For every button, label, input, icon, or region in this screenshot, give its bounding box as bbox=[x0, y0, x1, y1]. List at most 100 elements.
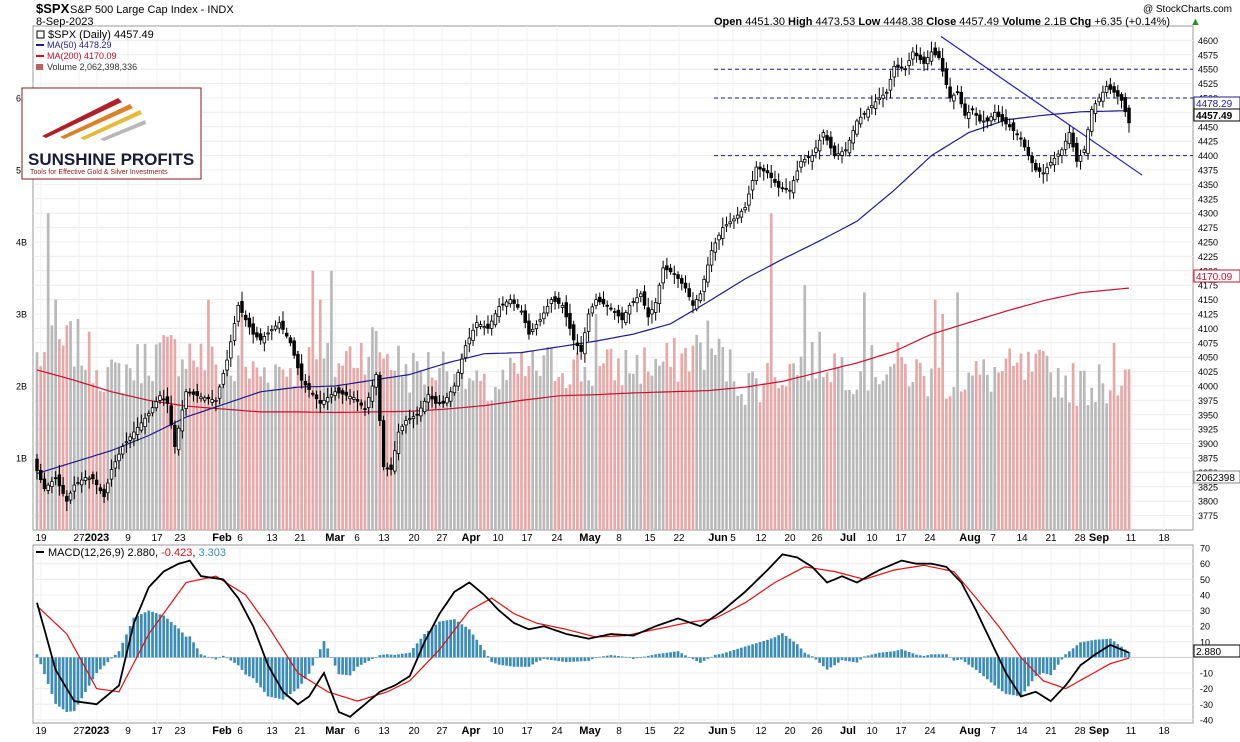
ohlc-readout: Open 4451.30 High 4473.53 Low 4448.38 Cl… bbox=[714, 16, 1170, 28]
price-tick-label: 4125 bbox=[1198, 310, 1218, 320]
candle-up bbox=[489, 320, 494, 329]
price-tick-label: 4025 bbox=[1198, 367, 1218, 377]
volume-bar bbox=[497, 389, 501, 530]
candle-up bbox=[929, 51, 934, 62]
volume-bar bbox=[810, 342, 814, 530]
candle-down bbox=[959, 91, 964, 105]
candle-up bbox=[1063, 140, 1068, 150]
macd-histogram-bar bbox=[516, 657, 520, 667]
volume-bar bbox=[587, 380, 590, 530]
volume-bar bbox=[740, 394, 743, 530]
volume-bar bbox=[43, 352, 46, 530]
macd-histogram-bar bbox=[844, 657, 848, 661]
candle-up bbox=[1048, 162, 1053, 166]
volume-bar bbox=[404, 364, 408, 530]
x-tick-label: 20 bbox=[408, 726, 420, 737]
candle-up bbox=[419, 407, 423, 417]
x-tick-label: 14 bbox=[1016, 533, 1028, 544]
macd-histogram-bar bbox=[896, 650, 900, 658]
volume-bar bbox=[192, 360, 195, 530]
macd-histogram-bar bbox=[598, 656, 602, 658]
macd-histogram-bar bbox=[892, 651, 896, 658]
macd-histogram-bar bbox=[356, 657, 359, 667]
candle-up bbox=[799, 160, 803, 168]
candle-down bbox=[568, 313, 572, 329]
volume-bar bbox=[1094, 401, 1097, 530]
volume-bar bbox=[926, 396, 930, 530]
badge-close: 4457.49 bbox=[1196, 111, 1233, 122]
candle-down bbox=[311, 392, 315, 395]
candle-down bbox=[1011, 122, 1016, 132]
x-tick-label: 10 bbox=[866, 726, 878, 737]
volume-bar bbox=[933, 299, 937, 530]
volume-bar bbox=[218, 383, 221, 530]
macd-histogram-bar bbox=[505, 657, 508, 666]
macd-histogram-bar bbox=[449, 619, 453, 658]
volume-bar bbox=[106, 367, 110, 530]
macd-histogram-bar bbox=[963, 657, 967, 663]
macd-histogram-bar bbox=[1064, 654, 1067, 658]
candle-up bbox=[836, 153, 841, 156]
macd-tick-label: 20 bbox=[1200, 622, 1210, 632]
volume-bar bbox=[210, 346, 214, 530]
candle-down bbox=[963, 103, 967, 116]
macd-histogram-bar bbox=[713, 654, 717, 658]
volume-tick-label: 2B bbox=[16, 382, 27, 392]
candle-down bbox=[303, 380, 308, 386]
badge-macd: 2.880 bbox=[1196, 647, 1221, 658]
candle-up bbox=[176, 427, 181, 451]
volume-bar bbox=[959, 391, 963, 530]
candle-down bbox=[609, 307, 613, 310]
volume-bar bbox=[311, 270, 315, 530]
volume-bar bbox=[643, 347, 646, 530]
candle-down bbox=[191, 391, 196, 395]
legend-price: $SPX (Daily) 4457.49 bbox=[48, 29, 154, 41]
volume-bar bbox=[229, 375, 233, 530]
macd-histogram-bar bbox=[1109, 638, 1112, 658]
macd-histogram-bar bbox=[385, 654, 389, 658]
macd-histogram-bar bbox=[825, 657, 829, 670]
candle-up bbox=[482, 326, 486, 329]
macd-histogram-bar bbox=[874, 653, 877, 658]
volume-bar bbox=[527, 366, 531, 530]
candle-up bbox=[717, 234, 721, 241]
macd-histogram-bar bbox=[303, 657, 307, 679]
x-tick-label: 2023 bbox=[85, 725, 109, 737]
candle-up bbox=[229, 341, 233, 359]
volume-bar bbox=[203, 370, 207, 530]
macd-histogram-bar bbox=[863, 656, 866, 658]
macd-histogram-bar bbox=[930, 654, 933, 658]
x-tick-label: Sep bbox=[1089, 725, 1109, 737]
volume-bar bbox=[121, 392, 125, 530]
volume-bar bbox=[1120, 385, 1123, 530]
volume-bar bbox=[333, 376, 337, 530]
candle-up bbox=[706, 264, 710, 283]
candle-up bbox=[672, 273, 677, 276]
macd-histogram-bar bbox=[490, 657, 494, 663]
volume-bar bbox=[408, 392, 412, 530]
candle-up bbox=[393, 450, 397, 472]
candle-up bbox=[79, 479, 84, 486]
volume-bar bbox=[482, 373, 486, 530]
macd-histogram-bar bbox=[95, 657, 98, 674]
volume-bar bbox=[922, 376, 926, 530]
macd-histogram-bar bbox=[971, 657, 974, 668]
trend-line bbox=[940, 35, 1143, 176]
candle-down bbox=[1019, 137, 1023, 140]
macd-histogram-bar bbox=[1090, 640, 1094, 658]
legend-swatch-price bbox=[36, 30, 45, 39]
candle-up bbox=[232, 323, 237, 341]
candle-up bbox=[862, 112, 867, 115]
macd-histogram-bar bbox=[1082, 641, 1086, 658]
volume-bar bbox=[490, 400, 494, 530]
x-tick-label: Apr bbox=[462, 532, 482, 544]
x-tick-label: 17 bbox=[151, 533, 163, 544]
macd-histogram-bar bbox=[125, 634, 128, 658]
macd-histogram-bar bbox=[508, 657, 512, 667]
x-tick-label: 23 bbox=[174, 533, 186, 544]
macd-histogram-bar bbox=[945, 654, 948, 658]
candle-down bbox=[680, 278, 684, 284]
candle-up bbox=[788, 189, 792, 192]
x-tick-label: 21 bbox=[294, 533, 306, 544]
x-tick-label: 24 bbox=[924, 726, 936, 737]
